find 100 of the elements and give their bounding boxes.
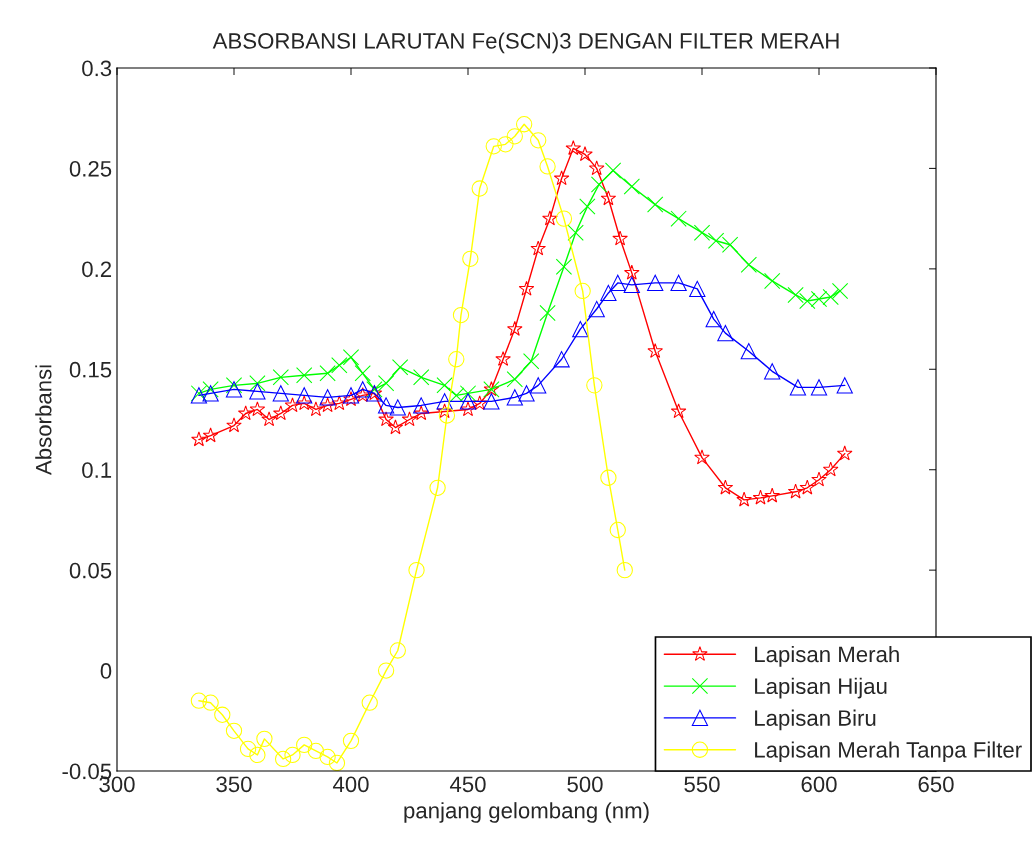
- point: [202, 427, 219, 443]
- y-tick-label: 0.25: [69, 160, 112, 177]
- x-tick-label: 600: [801, 776, 837, 793]
- point: [831, 282, 849, 300]
- point: [586, 377, 603, 394]
- point: [624, 264, 640, 280]
- point: [694, 449, 710, 465]
- point: [389, 399, 406, 416]
- point: [577, 146, 593, 162]
- point: [202, 381, 219, 398]
- point: [459, 393, 477, 410]
- y-tick-label: 0.15: [69, 361, 112, 378]
- point: [354, 381, 371, 398]
- point: [401, 411, 418, 427]
- point: [226, 417, 242, 433]
- point: [214, 706, 231, 723]
- point: [296, 395, 312, 411]
- y-tick-label: 0.1: [82, 462, 112, 478]
- point: [600, 284, 617, 302]
- point: [518, 280, 535, 296]
- y-tick-label: 0: [100, 663, 112, 679]
- point: [202, 694, 219, 711]
- point: [600, 190, 617, 206]
- point: [764, 363, 781, 380]
- point: [190, 692, 208, 709]
- point: [787, 286, 804, 304]
- point: [284, 746, 301, 764]
- point: [609, 521, 626, 539]
- point: [307, 742, 325, 760]
- point: [408, 561, 425, 579]
- point: [789, 379, 807, 396]
- point: [555, 210, 573, 227]
- point: [530, 240, 546, 256]
- point: [296, 387, 313, 404]
- point: [354, 365, 371, 382]
- point: [343, 391, 359, 407]
- point: [471, 395, 488, 411]
- point: [670, 210, 687, 227]
- x-tick-label: 550: [684, 776, 720, 793]
- x-tick-label: 450: [449, 776, 486, 793]
- point: [670, 274, 687, 292]
- point: [740, 343, 757, 360]
- point: [261, 411, 277, 427]
- point: [693, 224, 711, 241]
- point: [822, 288, 839, 306]
- point: [530, 132, 547, 149]
- point: [342, 349, 360, 366]
- point: [647, 343, 663, 358]
- point: [647, 196, 664, 213]
- x-axis-title: panjang gelombang (nm): [404, 802, 649, 823]
- point: [319, 365, 336, 382]
- point: [811, 471, 827, 487]
- point: [413, 369, 430, 386]
- point: [600, 469, 617, 486]
- point: [822, 461, 839, 477]
- point: [272, 385, 289, 402]
- point: [452, 306, 470, 324]
- point: [612, 230, 628, 246]
- point: [429, 479, 446, 496]
- point: [202, 385, 219, 402]
- legend-label: Lapisan Merah Tanpa Filter: [755, 741, 1022, 763]
- point: [239, 740, 257, 758]
- point: [436, 403, 453, 419]
- point: [506, 128, 523, 145]
- point: [506, 389, 523, 406]
- point: [787, 483, 804, 499]
- point: [436, 377, 453, 394]
- point: [588, 160, 605, 176]
- point: [225, 377, 243, 394]
- point: [485, 138, 502, 155]
- point: [413, 397, 430, 414]
- point: [553, 351, 570, 368]
- point: [495, 351, 511, 366]
- point: [436, 393, 453, 410]
- point: [810, 290, 828, 308]
- point: [799, 292, 816, 310]
- point: [799, 479, 816, 495]
- point: [604, 162, 622, 179]
- point: [764, 487, 780, 503]
- point: [249, 401, 266, 417]
- point: [191, 431, 207, 447]
- point: [319, 389, 336, 406]
- point: [764, 272, 781, 290]
- point: [377, 375, 395, 392]
- y-tick-label: 0.3: [82, 60, 112, 77]
- point: [579, 198, 596, 215]
- point: [331, 395, 348, 411]
- point: [539, 158, 556, 175]
- point: [377, 662, 395, 679]
- point: [539, 304, 556, 322]
- point: [609, 274, 626, 292]
- point: [836, 377, 853, 394]
- x-tick-label: 400: [332, 776, 369, 793]
- point: [705, 310, 722, 328]
- point: [518, 385, 535, 402]
- point: [553, 170, 570, 186]
- x-tick-label: 650: [918, 776, 954, 793]
- point: [588, 300, 605, 318]
- point: [354, 387, 371, 403]
- point: [225, 381, 243, 398]
